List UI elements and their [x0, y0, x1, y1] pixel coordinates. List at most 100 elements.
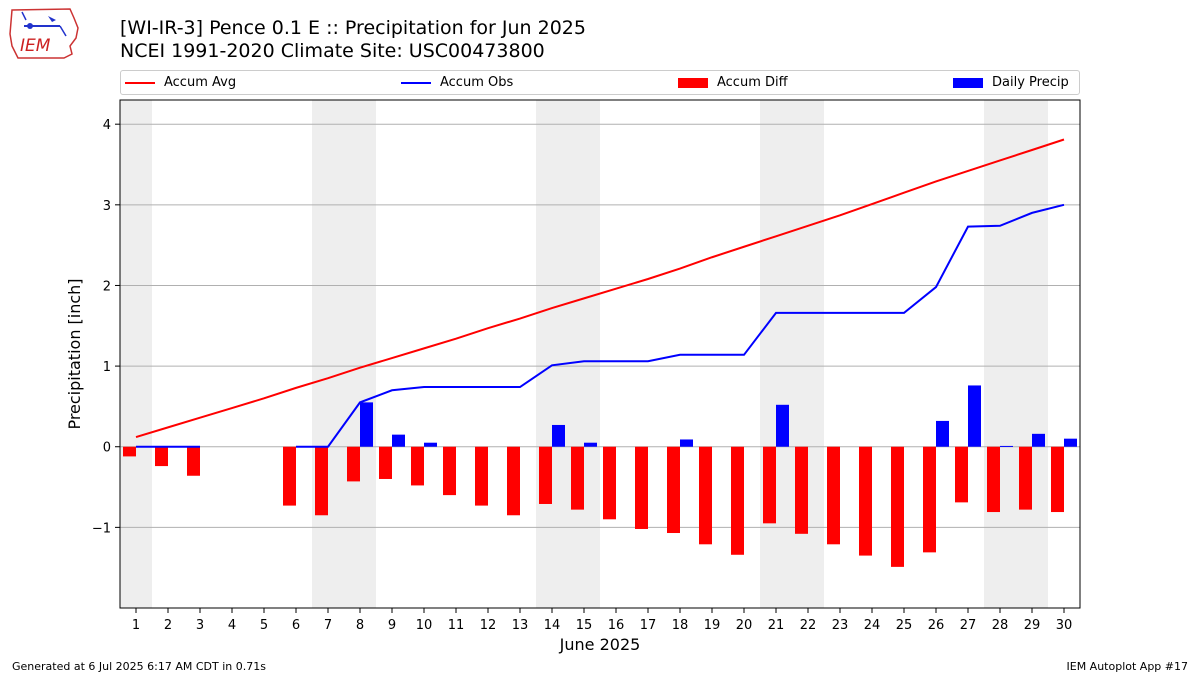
weekend-shade-day-8	[344, 100, 376, 608]
weekend-shade-day-21	[760, 100, 792, 608]
accum-diff-bar-2	[155, 446, 168, 467]
x-tick-label-18: 18	[672, 618, 689, 633]
accum-diff-bar-17	[635, 446, 648, 529]
y-tick-label-1: 0	[103, 441, 111, 456]
legend-label-accum-obs: Accum Obs	[440, 75, 514, 90]
legend-swatch-accum-obs	[401, 81, 431, 84]
daily-precip-bar-14	[552, 424, 565, 447]
x-axis-label: June 2025	[559, 635, 641, 654]
accum-diff-bar-13	[507, 446, 520, 516]
daily-precip-bar-29	[1032, 433, 1045, 447]
legend-label-accum-diff: Accum Diff	[717, 75, 788, 90]
legend-item-daily-precip: Daily Precip	[953, 71, 1069, 94]
weekend-shade-day-1	[120, 100, 152, 608]
legend-swatch-daily-precip	[953, 77, 983, 88]
accum-diff-bar-23	[827, 446, 840, 545]
x-tick-label-24: 24	[864, 618, 881, 633]
accum-obs-line-segment-1	[296, 203, 1065, 448]
accum-diff-bar-22	[795, 446, 808, 534]
daily-precip-bar-30	[1064, 438, 1077, 447]
x-tick-label-21: 21	[768, 618, 785, 633]
daily-precip-bar-18	[680, 439, 693, 447]
accum-diff-bar-26	[923, 446, 936, 553]
x-tick-label-28: 28	[992, 618, 1009, 633]
legend-label-daily-precip: Daily Precip	[992, 75, 1069, 90]
x-tick-label-13: 13	[512, 618, 529, 633]
x-tick-label-4: 4	[228, 618, 236, 633]
accum-diff-bar-28	[987, 446, 1000, 513]
accum-diff-bar-3	[187, 446, 200, 476]
x-tick-label-14: 14	[544, 618, 561, 633]
weekend-shade-day-15	[568, 100, 600, 608]
x-tick-label-2: 2	[164, 618, 172, 633]
x-tick-label-22: 22	[800, 618, 817, 633]
weekend-shade-day-29	[1016, 100, 1048, 608]
x-tick-label-8: 8	[356, 618, 364, 633]
x-tick-label-5: 5	[260, 618, 268, 633]
x-tick-label-26: 26	[928, 618, 945, 633]
x-tick-label-12: 12	[480, 618, 497, 633]
x-tick-label-19: 19	[704, 618, 721, 633]
accum-diff-bar-12	[475, 446, 488, 506]
x-tick-label-1: 1	[132, 618, 140, 633]
accum-diff-bar-9	[379, 446, 392, 479]
accum-diff-bar-11	[443, 446, 456, 496]
daily-precip-bar-8	[360, 402, 373, 447]
accum-diff-bar-6	[283, 446, 296, 506]
plot-frame	[119, 99, 1081, 609]
x-tick-label-11: 11	[448, 618, 465, 633]
x-tick-label-20: 20	[736, 618, 753, 633]
x-tick-label-15: 15	[576, 618, 593, 633]
y-tick-label-5: 4	[103, 118, 111, 133]
daily-precip-bar-26	[936, 420, 949, 447]
daily-precip-bar-28	[1000, 445, 1013, 447]
accum-avg-line-segment-0	[135, 138, 1065, 439]
y-tick-label-0: −1	[92, 521, 111, 536]
daily-precip-bar-27	[968, 385, 981, 447]
legend-item-accum-obs: Accum Obs	[401, 71, 513, 94]
accum-diff-bar-7	[315, 446, 328, 516]
y-tick-label-2: 1	[103, 360, 111, 375]
accum-diff-bar-21	[763, 446, 776, 524]
accum-diff-bar-29	[1019, 446, 1032, 510]
y-axis-label: Precipitation [inch]	[65, 278, 84, 429]
iem-logo: IEM	[8, 6, 82, 60]
accum-diff-bar-19	[699, 446, 712, 545]
accum-lines	[135, 138, 1065, 448]
x-tick-label-23: 23	[832, 618, 849, 633]
legend-swatch-accum-avg	[125, 81, 155, 84]
x-tick-label-9: 9	[388, 618, 396, 633]
x-tick-label-27: 27	[960, 618, 977, 633]
daily-precip-bar-21	[776, 404, 789, 447]
daily-precip-bar-15	[584, 442, 597, 447]
accum-diff-bar-10	[411, 446, 424, 486]
accum-diff-bar-1	[123, 446, 136, 457]
legend-swatch-accum-diff	[678, 77, 708, 88]
bars	[123, 385, 1077, 567]
x-tick-label-6: 6	[292, 618, 300, 633]
x-tick-label-17: 17	[640, 618, 657, 633]
y-tick-label-3: 2	[103, 279, 111, 294]
chart-title: [WI-IR-3] Pence 0.1 E :: Precipitation f…	[120, 17, 586, 39]
x-tick-label-25: 25	[896, 618, 913, 633]
y-tick-label-4: 3	[103, 199, 111, 214]
daily-precip-bar-9	[392, 434, 405, 447]
legend-label-accum-avg: Accum Avg	[164, 75, 237, 90]
accum-diff-bar-20	[731, 446, 744, 555]
accum-diff-bar-18	[667, 446, 680, 534]
app-credit: IEM Autoplot App #17	[1066, 660, 1189, 673]
x-tick-label-16: 16	[608, 618, 625, 633]
legend-item-accum-avg: Accum Avg	[125, 71, 236, 94]
x-tick-label-7: 7	[324, 618, 332, 633]
weekend-shade-day-14	[536, 100, 568, 608]
accum-diff-bar-30	[1051, 446, 1064, 513]
legend-item-accum-diff: Accum Diff	[678, 71, 788, 94]
x-tick-label-29: 29	[1024, 618, 1041, 633]
chart-subtitle: NCEI 1991-2020 Climate Site: USC00473800	[120, 40, 545, 62]
gridlines	[120, 123, 1080, 528]
svg-text:IEM: IEM	[20, 36, 51, 56]
weekend-shade-day-7	[312, 100, 344, 608]
legend: Accum Avg Accum Obs Accum Diff Daily Pre…	[120, 70, 1080, 95]
